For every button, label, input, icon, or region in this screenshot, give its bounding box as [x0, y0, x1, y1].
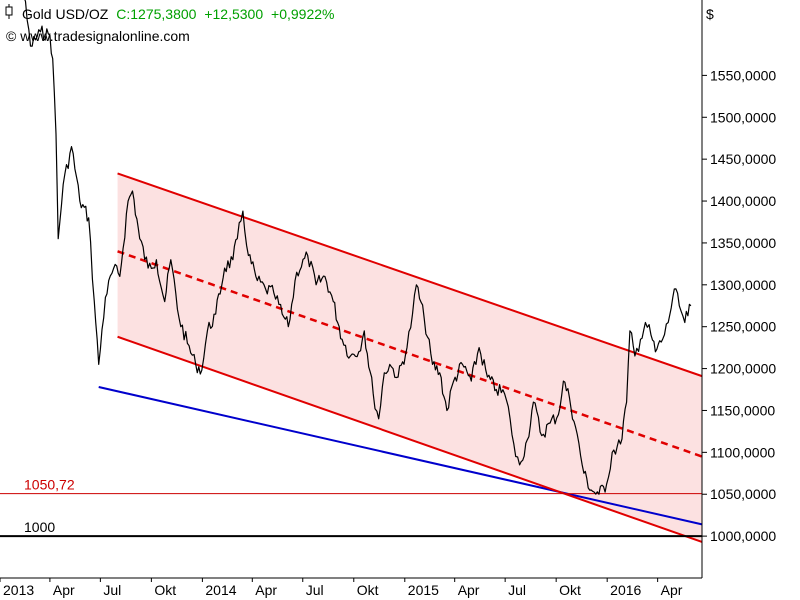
x-tick-label: Jul: [306, 582, 324, 598]
y-tick-label: 1300,0000: [710, 277, 776, 293]
y-tick-label: 1500,0000: [710, 109, 776, 125]
candlestick-icon: [5, 4, 13, 19]
plot-area: 1050,72 1000: [0, 0, 703, 543]
change-abs: +12,5300: [204, 6, 263, 22]
copyright-text: © www.tradesignalonline.com: [6, 28, 190, 44]
svg-text:Gold USD/OZ C:1275,3800: Gold USD/OZ C:1275,3800 +12,5300 +0,9922…: [22, 6, 334, 22]
x-tick-label: Okt: [154, 582, 176, 598]
y-axis-ticks: 1550,0000 1500,0000 1450,0000 1400,0000 1350…: [702, 67, 776, 544]
y-tick-label: 1000,0000: [710, 528, 776, 544]
x-tick-label: Apr: [255, 582, 277, 598]
x-tick-label: Okt: [357, 582, 379, 598]
price-series-line: [24, 0, 692, 495]
x-tick-label: 2013: [3, 582, 34, 598]
x-tick-label: Jul: [103, 582, 121, 598]
close-price: C:1275,3800: [116, 6, 196, 22]
y-tick-label: 1200,0000: [710, 361, 776, 377]
channel-upper-line: [117, 172, 703, 378]
y-tick-label: 1450,0000: [710, 151, 776, 167]
level-label-1: 1000: [24, 519, 55, 535]
change-pct: +0,9922%: [271, 6, 334, 22]
chart-header: Gold USD/OZ C:1275,3800 +12,5300 +0,9922…: [5, 4, 714, 44]
y-tick-label: 1400,0000: [710, 193, 776, 209]
x-tick-label: Apr: [661, 582, 683, 598]
y-tick-label: 1050,0000: [710, 486, 776, 502]
x-tick-label: 2014: [205, 582, 236, 598]
channel-mid-dashed-line: [117, 250, 703, 458]
x-tick-label: Apr: [458, 582, 480, 598]
channel-fill: [117, 173, 702, 542]
channel-lower-line: [117, 335, 703, 543]
y-tick-label: 1100,0000: [710, 444, 775, 460]
x-tick-label: Jul: [508, 582, 526, 598]
x-axis-ticks: 2013 Apr Jul Okt 2014 Apr Jul Okt 2015 Apr Jul Okt 2…: [0, 578, 683, 598]
level-label-0: 1050,72: [24, 477, 75, 493]
support-trendline: [98, 386, 703, 526]
horizontal-levels: 1050,72 1000: [0, 477, 702, 538]
x-tick-label: Okt: [559, 582, 581, 598]
y-tick-label: 1550,0000: [710, 67, 776, 83]
x-tick-label: 2015: [408, 582, 439, 598]
x-tick-label: 2016: [610, 582, 641, 598]
instrument-name: Gold USD/OZ: [22, 6, 109, 22]
x-tick-label: Apr: [53, 582, 75, 598]
y-tick-label: 1250,0000: [710, 319, 776, 335]
y-tick-label: 1150,0000: [710, 402, 775, 418]
y-tick-label: 1350,0000: [710, 235, 776, 251]
currency-label: $: [706, 6, 714, 22]
